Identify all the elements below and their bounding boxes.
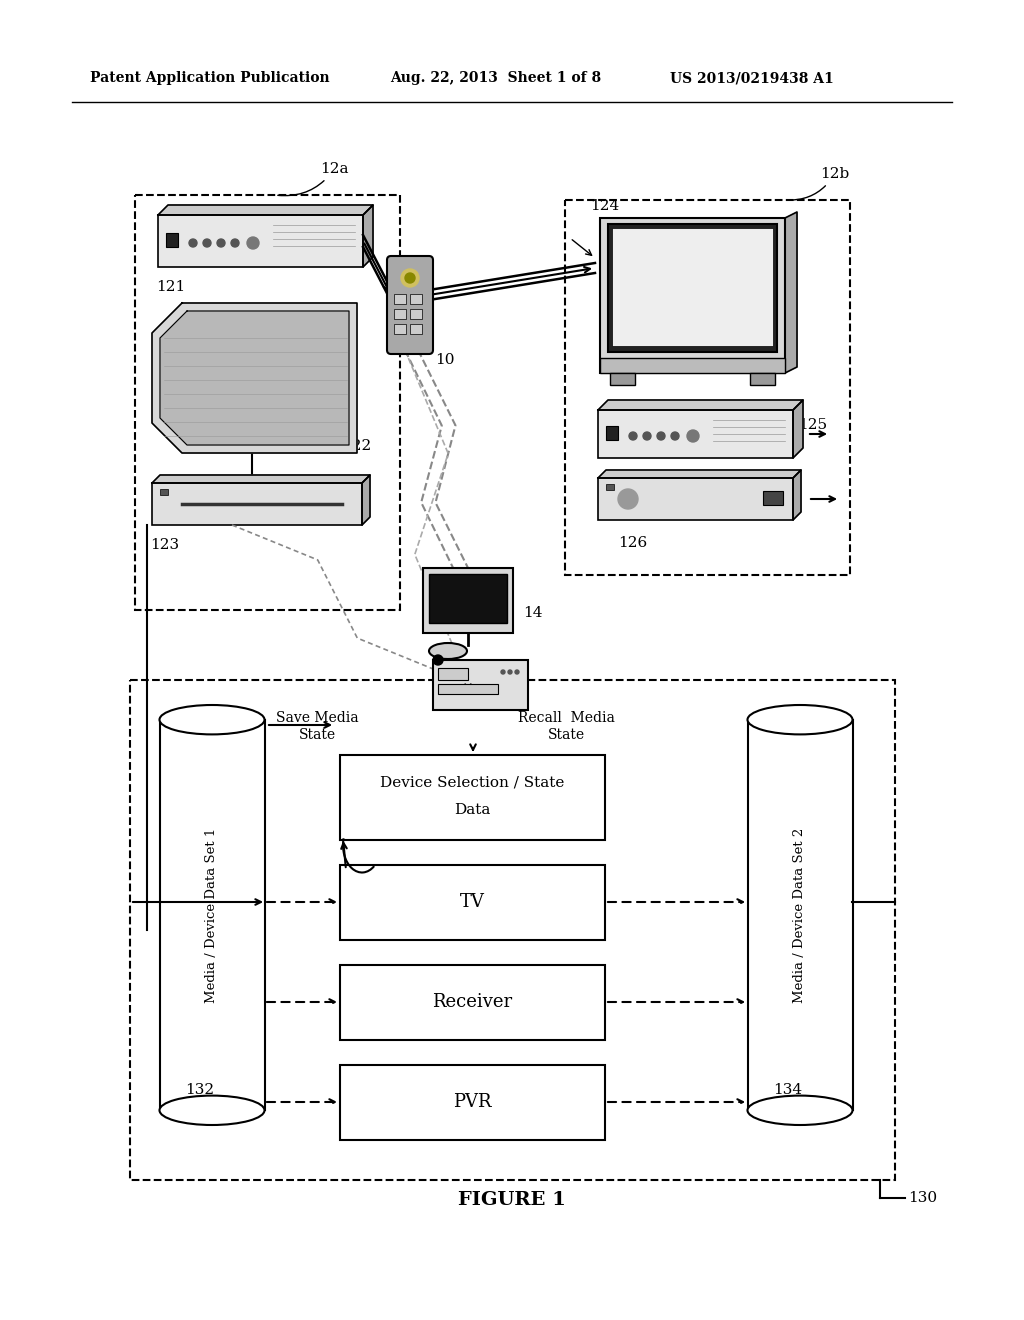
Bar xyxy=(166,234,178,247)
Bar xyxy=(608,224,777,352)
Circle shape xyxy=(203,239,211,247)
Circle shape xyxy=(687,430,699,442)
Bar xyxy=(600,218,785,374)
Bar xyxy=(410,309,422,319)
Bar xyxy=(340,755,605,840)
Text: 12b: 12b xyxy=(787,168,849,201)
Bar xyxy=(394,309,406,319)
Bar xyxy=(152,483,362,525)
Text: Receiver: Receiver xyxy=(432,993,512,1011)
Circle shape xyxy=(643,432,651,440)
Text: 123: 123 xyxy=(150,539,179,552)
Text: Save Media: Save Media xyxy=(275,711,358,725)
Circle shape xyxy=(629,432,637,440)
Bar xyxy=(748,719,853,1110)
Bar xyxy=(600,358,785,374)
Text: Data: Data xyxy=(454,803,490,817)
Polygon shape xyxy=(158,205,373,215)
Polygon shape xyxy=(598,470,801,478)
Polygon shape xyxy=(598,400,803,411)
FancyBboxPatch shape xyxy=(387,256,433,354)
Polygon shape xyxy=(362,205,373,267)
Circle shape xyxy=(189,239,197,247)
Bar xyxy=(158,215,362,267)
Bar xyxy=(135,195,400,610)
Text: FIGURE 1: FIGURE 1 xyxy=(458,1191,566,1209)
Text: State: State xyxy=(548,729,585,742)
Bar xyxy=(394,323,406,334)
Bar xyxy=(610,374,635,385)
Ellipse shape xyxy=(160,705,264,734)
Bar xyxy=(565,201,850,576)
Circle shape xyxy=(515,671,519,675)
Bar xyxy=(598,478,793,520)
Polygon shape xyxy=(160,312,349,445)
Text: Media / Device Data Set 2: Media / Device Data Set 2 xyxy=(794,828,807,1003)
Bar xyxy=(394,294,406,304)
Polygon shape xyxy=(785,213,797,374)
Text: 125: 125 xyxy=(798,418,827,432)
Circle shape xyxy=(217,239,225,247)
Text: State: State xyxy=(298,729,336,742)
Circle shape xyxy=(433,655,443,665)
Text: 122: 122 xyxy=(342,440,372,453)
Bar xyxy=(160,719,264,1110)
Bar xyxy=(433,660,528,710)
Bar xyxy=(612,228,773,346)
Circle shape xyxy=(508,671,512,675)
Bar xyxy=(340,965,605,1040)
Bar xyxy=(438,684,498,694)
Text: Media / Device Data Set 1: Media / Device Data Set 1 xyxy=(206,828,218,1003)
Bar xyxy=(606,426,618,440)
Bar xyxy=(340,1065,605,1140)
Text: 14: 14 xyxy=(523,606,543,620)
Ellipse shape xyxy=(429,643,467,659)
Text: 12a: 12a xyxy=(278,162,348,195)
Bar xyxy=(423,568,513,634)
Circle shape xyxy=(618,488,638,510)
Text: Patent Application Publication: Patent Application Publication xyxy=(90,71,330,84)
Bar xyxy=(606,484,614,490)
Bar xyxy=(130,680,895,1180)
Circle shape xyxy=(401,269,419,286)
Bar xyxy=(160,488,168,495)
Circle shape xyxy=(501,671,505,675)
Circle shape xyxy=(247,238,259,249)
Bar xyxy=(763,491,783,506)
Bar xyxy=(410,294,422,304)
Polygon shape xyxy=(362,475,370,525)
Ellipse shape xyxy=(748,705,853,734)
Ellipse shape xyxy=(748,1096,853,1125)
Polygon shape xyxy=(793,400,803,458)
Ellipse shape xyxy=(160,1096,264,1125)
Text: 10: 10 xyxy=(435,352,455,367)
Circle shape xyxy=(231,239,239,247)
Polygon shape xyxy=(152,304,357,453)
Circle shape xyxy=(406,273,415,282)
Text: 130: 130 xyxy=(908,1191,937,1205)
Text: 121: 121 xyxy=(156,280,185,294)
Text: 132: 132 xyxy=(185,1082,215,1097)
Text: US 2013/0219438 A1: US 2013/0219438 A1 xyxy=(670,71,834,84)
Bar xyxy=(598,411,793,458)
Text: Aug. 22, 2013  Sheet 1 of 8: Aug. 22, 2013 Sheet 1 of 8 xyxy=(390,71,601,84)
Circle shape xyxy=(671,432,679,440)
Bar xyxy=(410,323,422,334)
Bar xyxy=(750,374,775,385)
Text: PVR: PVR xyxy=(453,1093,492,1111)
Bar xyxy=(429,574,507,623)
Text: TV: TV xyxy=(460,894,484,911)
Polygon shape xyxy=(793,470,801,520)
Bar xyxy=(340,865,605,940)
Circle shape xyxy=(657,432,665,440)
Text: Device Selection / State: Device Selection / State xyxy=(380,776,564,789)
Text: 134: 134 xyxy=(773,1082,803,1097)
Text: 126: 126 xyxy=(618,536,647,550)
Polygon shape xyxy=(152,475,370,483)
Text: Recall  Media: Recall Media xyxy=(517,711,614,725)
Text: 124: 124 xyxy=(590,199,620,213)
Bar xyxy=(438,668,468,680)
